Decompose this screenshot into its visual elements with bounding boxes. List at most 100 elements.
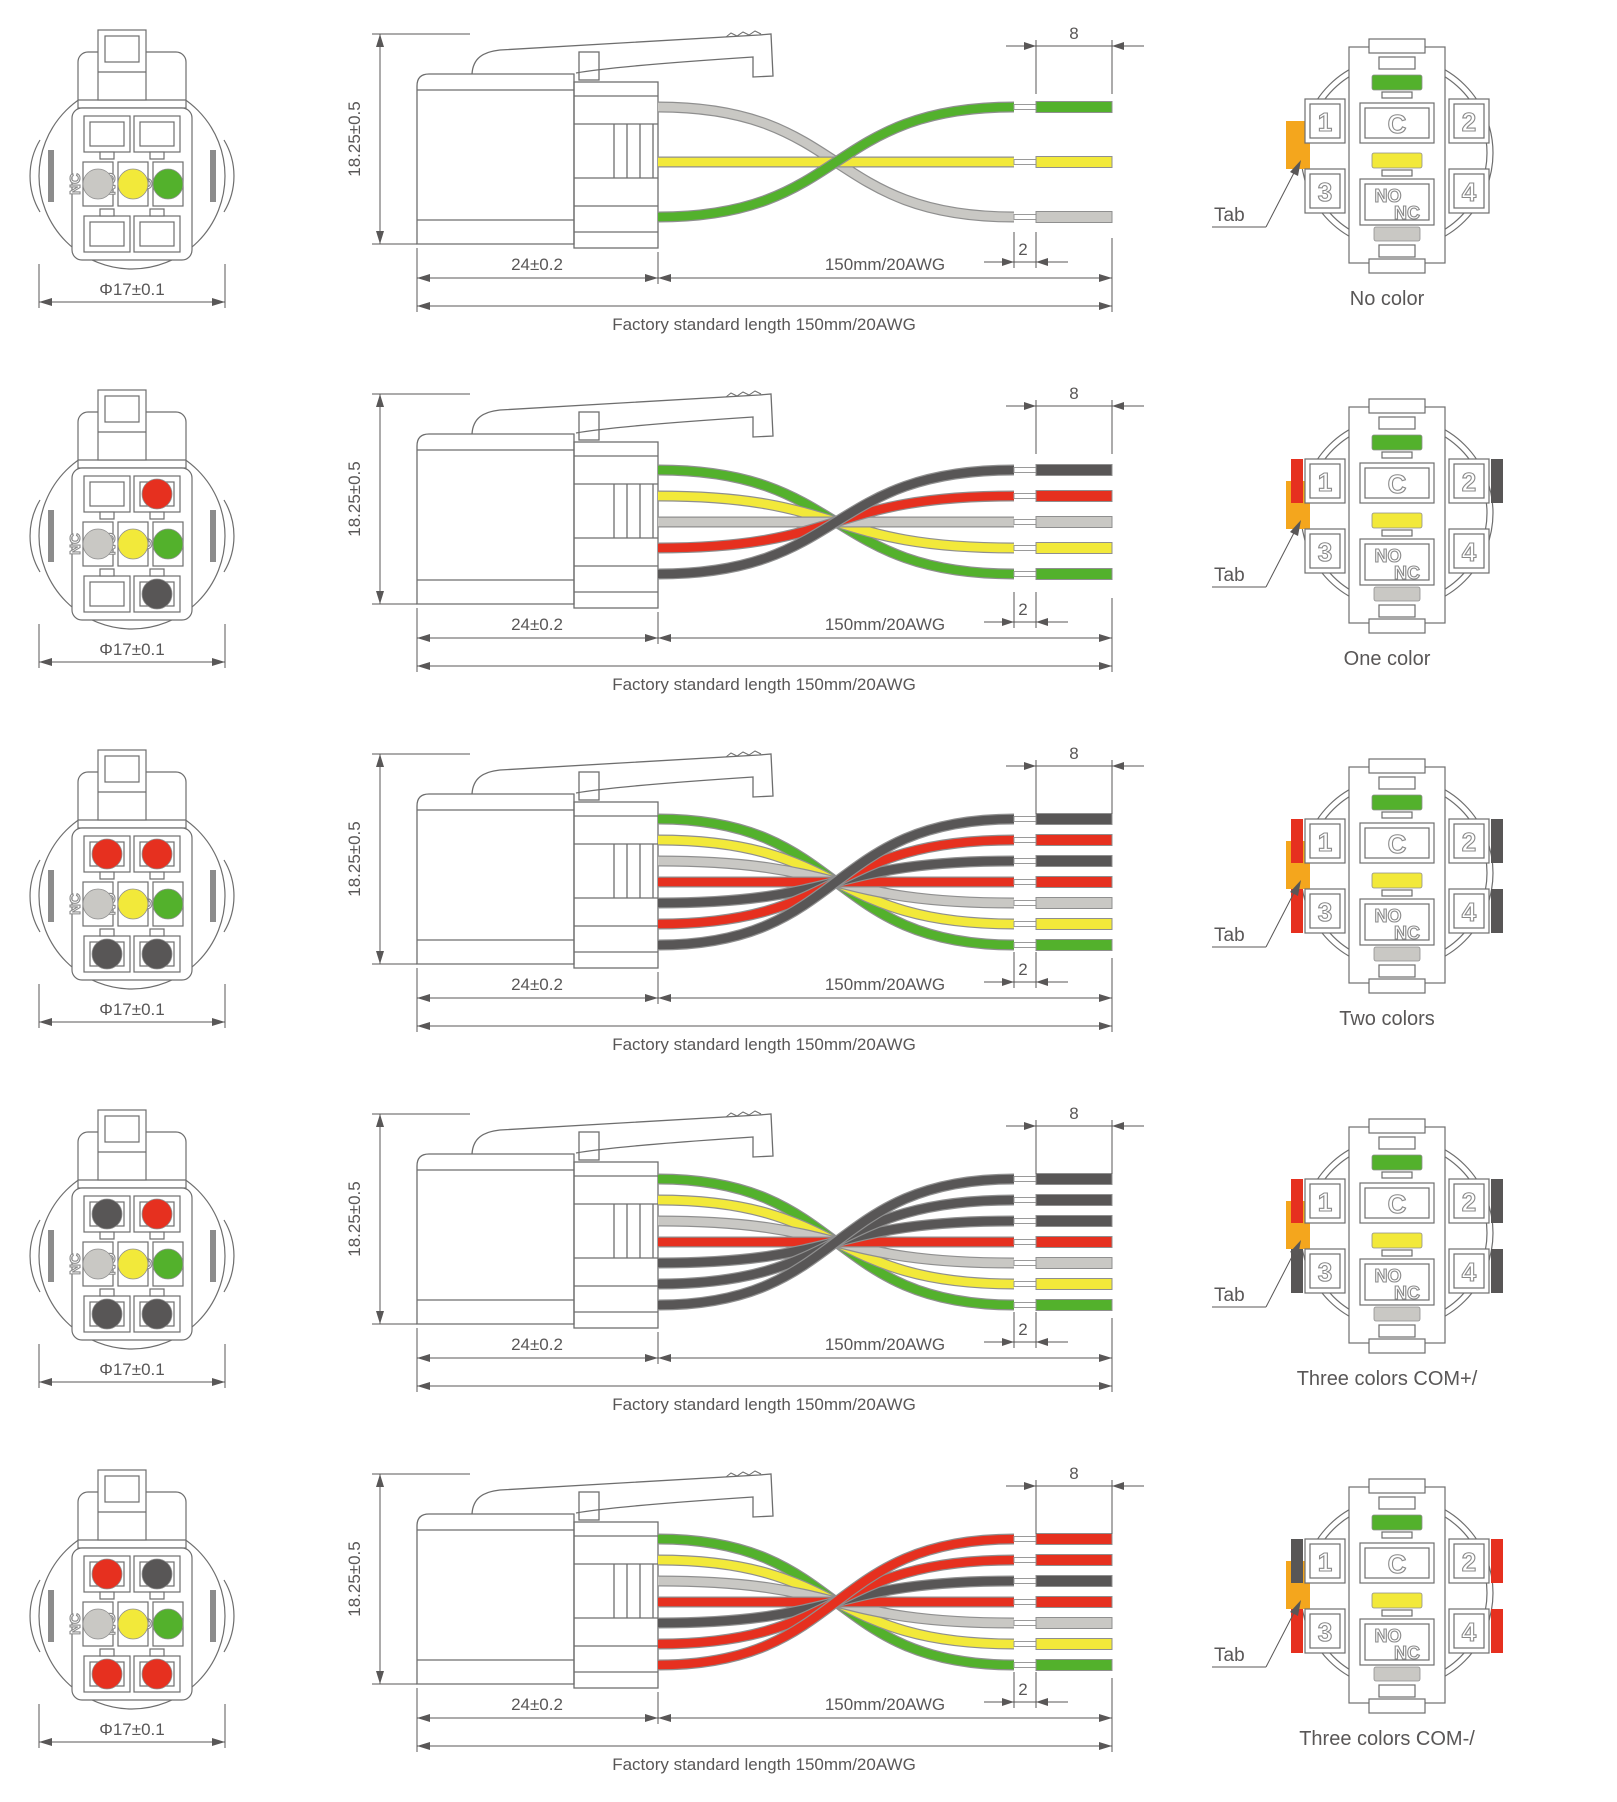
wire-tip-red: [1035, 834, 1113, 846]
product-variant-row: NC NO C Φ17±0.1: [0, 2, 1617, 362]
wire-tip-gray: [1035, 516, 1113, 528]
pin-bar-4: [1491, 1249, 1503, 1293]
dim-strip-gap-label: 2: [1018, 600, 1027, 619]
front-dot-no-wire: [117, 888, 149, 920]
pin4-label: 4: [1462, 1617, 1477, 1647]
pin-bar-2: [1491, 1539, 1503, 1583]
front-dot-c-wire: [152, 528, 184, 560]
factory-note-label: Factory standard length 150mm/20AWG: [612, 1395, 916, 1414]
front-label-nc: NC: [67, 1253, 84, 1275]
wire-bare-strip: [1013, 900, 1037, 906]
front-dot-nc-wire: [82, 888, 114, 920]
wire-red: [657, 1534, 1015, 1670]
back-yellow-bar: [1371, 872, 1423, 889]
tab-label: Tab: [1214, 1645, 1245, 1666]
factory-note-label: Factory standard length 150mm/20AWG: [612, 675, 916, 694]
wire-bare-strip: [1013, 879, 1037, 885]
back-label-c: C: [1388, 109, 1407, 139]
front-right-ear: [223, 1219, 235, 1293]
pin-bar-1: [1291, 1179, 1303, 1223]
factory-note-label: Factory standard length 150mm/20AWG: [612, 315, 916, 334]
wire-bare-strip: [1013, 1578, 1037, 1584]
back-label-nc: NC: [1394, 563, 1420, 583]
connector-body: [416, 1153, 575, 1325]
dim-tip-length-label: 8: [1069, 1464, 1078, 1483]
back-green-bar: [1371, 434, 1423, 451]
front-right-ear: [223, 499, 235, 573]
wire-tip-green: [1035, 101, 1113, 113]
wire-tip-red: [1035, 1236, 1113, 1248]
back-gray-bar: [1373, 946, 1421, 962]
dim-height-label: 18.25±0.5: [345, 101, 364, 177]
wire-tip-red: [1035, 1596, 1113, 1608]
back-label-no: NO: [1375, 546, 1402, 566]
front-dot-tr: [141, 1198, 173, 1230]
wire-bundle: [657, 464, 1113, 580]
wire-tip-dark: [1035, 855, 1113, 867]
dim-tip-length-label: 8: [1069, 1104, 1078, 1123]
front-right-key: [210, 1230, 216, 1282]
front-dot-c-wire: [152, 888, 184, 920]
wire-tip-dark: [1035, 464, 1113, 476]
side-view-drawing: 18.25±0.5 24±0.2 150mm/20AWG Factory sta…: [345, 24, 1144, 334]
pin-bar-1: [1291, 819, 1303, 863]
front-view-cell: NC NO C Φ17±0.1: [12, 2, 262, 326]
latch-support: [578, 1131, 600, 1161]
wire-bare-strip: [1013, 159, 1037, 165]
front-dot-nc-wire: [82, 168, 114, 200]
wire-bundle: [657, 101, 1113, 223]
front-dot-tr: [141, 838, 173, 870]
variant-caption: Two colors: [1339, 1008, 1435, 1030]
front-dot-bl: [91, 1658, 123, 1690]
pin1-label: 1: [1318, 467, 1332, 497]
wire-bare-strip: [1013, 493, 1037, 499]
front-right-key: [210, 1590, 216, 1642]
pin3-label: 3: [1318, 177, 1332, 207]
pin2-label: 2: [1462, 107, 1476, 137]
wire-tip-dark: [1035, 1173, 1113, 1185]
back-label-c: C: [1388, 1549, 1407, 1579]
pin2-label: 2: [1462, 1187, 1476, 1217]
side-view-cell: 18.25±0.5 24±0.2 150mm/20AWG Factory sta…: [322, 2, 1172, 356]
back-view-cell: 1 2 3 4 C NO NC Tab One color: [1202, 362, 1542, 683]
wire-housing: [573, 81, 659, 249]
wire-tip-dark: [1035, 813, 1113, 825]
wire-tip-green: [1035, 568, 1113, 580]
side-view-cell: 18.25±0.5 24±0.2 150mm/20AWG Factory sta…: [322, 1442, 1172, 1796]
back-label-no: NO: [1375, 1626, 1402, 1646]
wire-bare-strip: [1013, 1260, 1037, 1266]
pin2-label: 2: [1462, 827, 1476, 857]
dim-body-length-label: 24±0.2: [511, 615, 563, 634]
wire-tip-red: [1035, 876, 1113, 888]
wire-housing: [573, 1521, 659, 1689]
latch-serration: [725, 1110, 762, 1118]
tab-leader-arrow: [1290, 1600, 1301, 1616]
wire-bare-strip: [1013, 1281, 1037, 1287]
dim-strip-gap-label: 2: [1018, 1320, 1027, 1339]
front-view-cell: NC NO C Φ17±0.1: [12, 1082, 262, 1406]
pin4-label: 4: [1462, 177, 1477, 207]
front-left-ear: [29, 499, 41, 573]
tab-leader-arrow: [1290, 520, 1301, 536]
front-left-key: [48, 1590, 54, 1642]
wire-green: [657, 102, 1015, 222]
wire-tip-red: [1035, 1554, 1113, 1566]
pin1-label: 1: [1318, 827, 1332, 857]
back-green-bar: [1371, 1154, 1423, 1171]
pin4-label: 4: [1462, 1257, 1477, 1287]
dim-strip-gap-label: 2: [1018, 1680, 1027, 1699]
back-green-bar: [1371, 74, 1423, 91]
tab-leader-arrow: [1290, 160, 1301, 176]
dim-body-length-label: 24±0.2: [511, 1335, 563, 1354]
dim-body-length-label: 24±0.2: [511, 1695, 563, 1714]
factory-note-label: Factory standard length 150mm/20AWG: [612, 1035, 916, 1054]
front-dot-br: [141, 1298, 173, 1330]
dimension-arrows: [376, 1114, 1124, 1390]
pin2-label: 2: [1462, 467, 1476, 497]
product-variant-row: NC NO C Φ17±0.1: [0, 362, 1617, 722]
wire-tip-gray: [1035, 211, 1113, 223]
front-diameter-label: Φ17±0.1: [99, 280, 164, 299]
back-label-c: C: [1388, 829, 1407, 859]
wire-bare-strip: [1013, 104, 1037, 110]
front-left-ear: [29, 1579, 41, 1653]
